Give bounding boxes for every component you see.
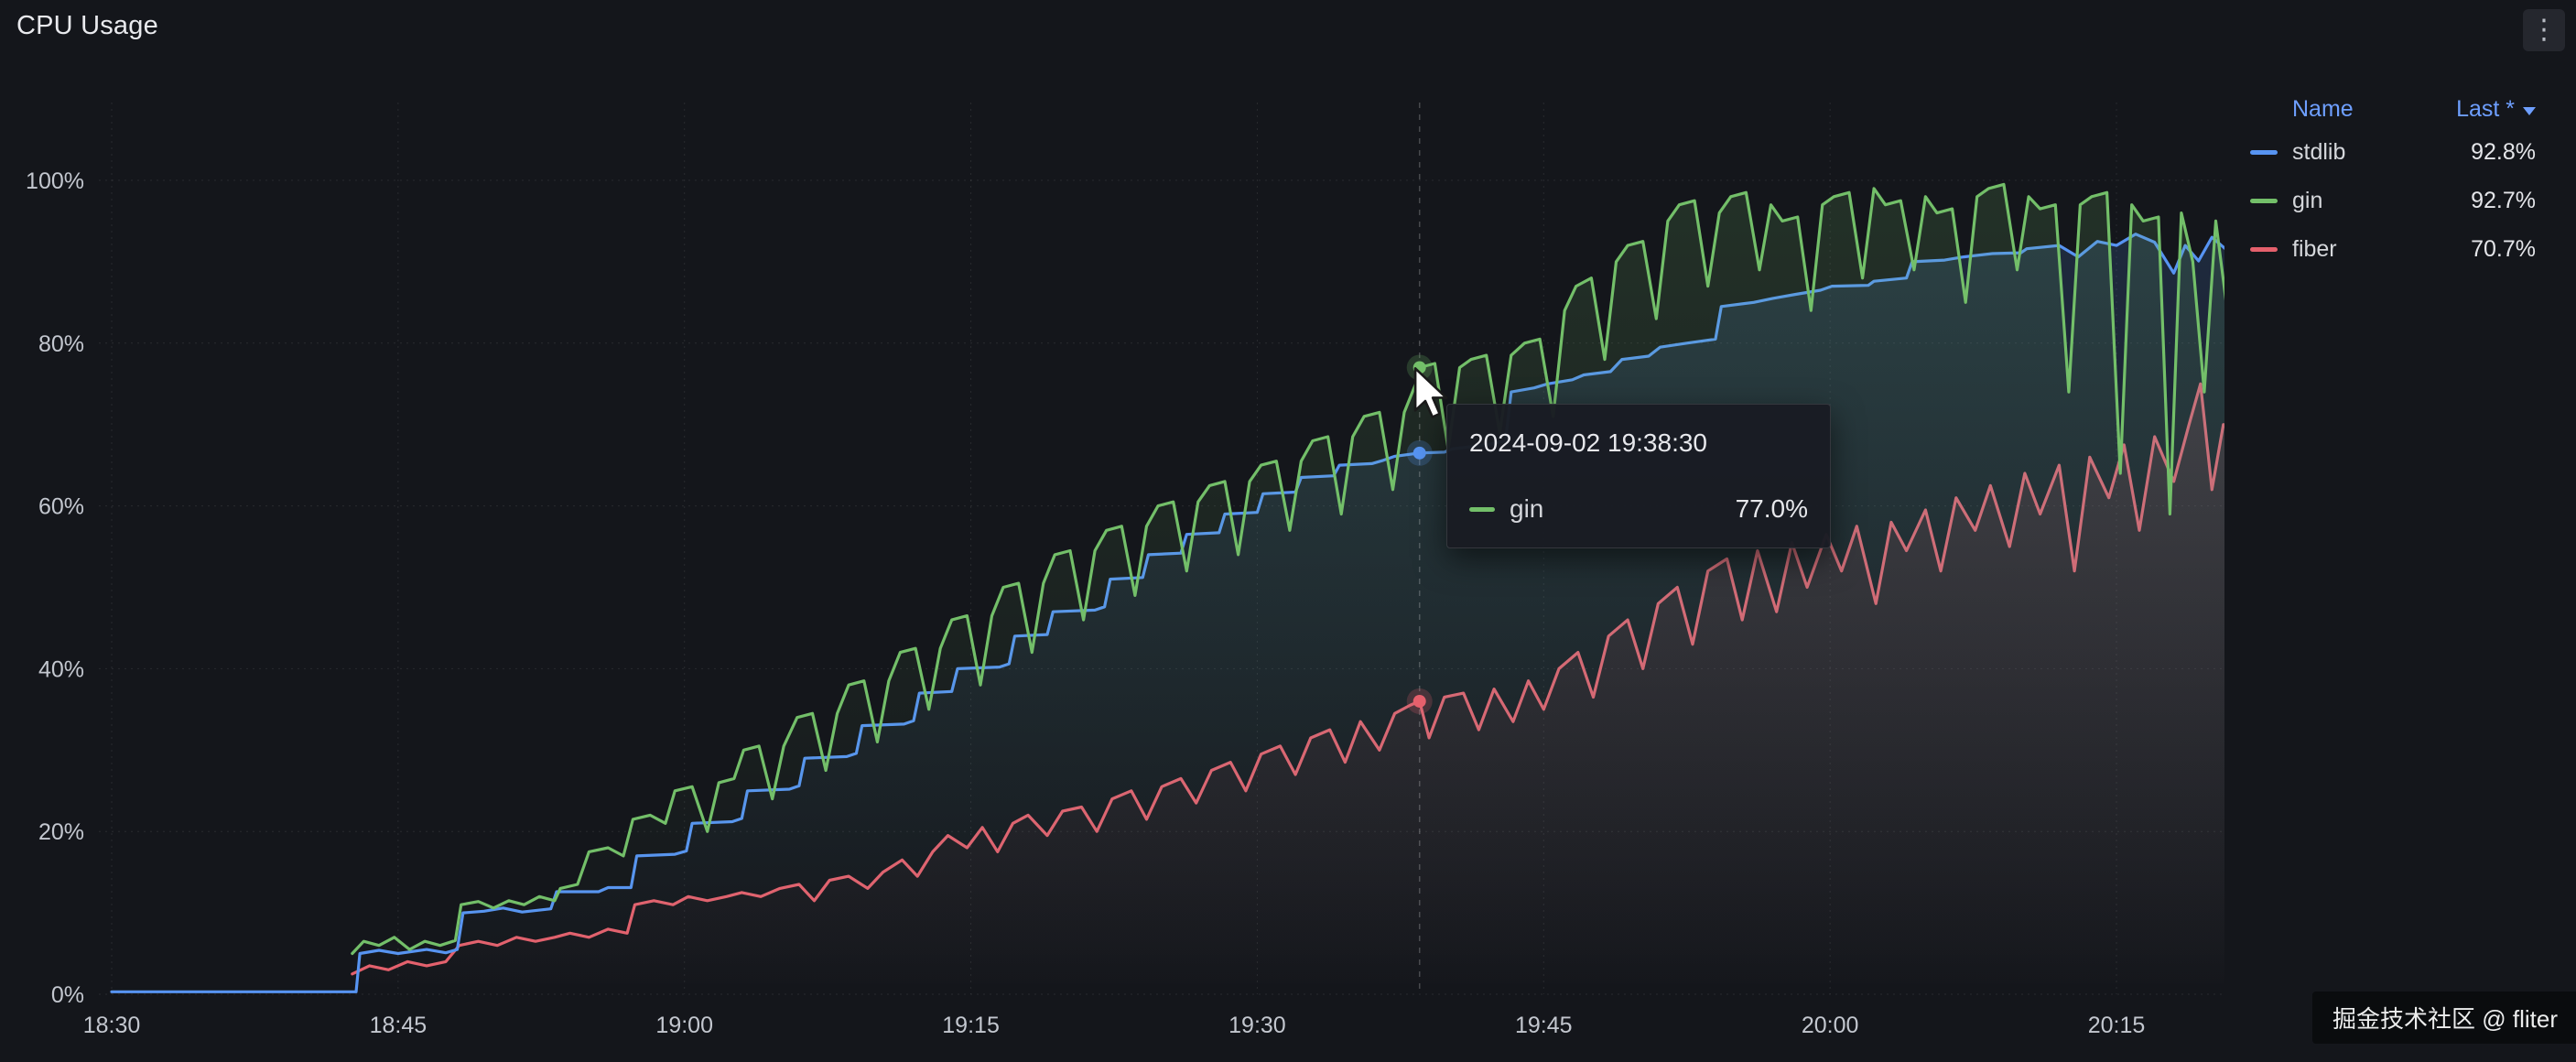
panel-menu-button[interactable]: ⋮ [2523,9,2565,51]
legend-series-value: 92.7% [2471,188,2536,213]
tooltip-series-value: 77.0% [1735,494,1808,523]
tooltip-timestamp: 2024-09-02 19:38:30 [1469,428,1707,457]
svg-text:19:45: 19:45 [1515,1013,1573,1038]
series-color-marker [2250,150,2278,155]
legend-series-value: 92.8% [2471,139,2536,165]
chart-tooltip: 2024-09-02 19:38:30 gin 77.0% [1446,404,1831,548]
legend-series-name: gin [2292,188,2323,213]
svg-text:60%: 60% [38,494,84,520]
series-color-marker [2250,199,2278,203]
kebab-menu-icon: ⋮ [2530,15,2558,45]
legend-header: Name Last * [2250,90,2536,128]
svg-text:19:30: 19:30 [1228,1013,1286,1038]
legend: Name Last * stdlib 92.8% gin 92.7% fiber… [2250,90,2536,274]
tooltip-row-gin: gin 77.0% [1469,494,1808,524]
sort-caret-down-icon [2523,106,2536,115]
series-color-marker [2250,247,2278,252]
legend-row-gin[interactable]: gin 92.7% [2250,177,2536,225]
panel-title[interactable]: CPU Usage [16,11,158,40]
svg-text:18:30: 18:30 [83,1013,141,1038]
svg-text:19:15: 19:15 [942,1013,1000,1038]
tooltip-series-name: gin [1510,494,1544,523]
hover-point-gin [1412,361,1426,374]
svg-text:20:00: 20:00 [1802,1013,1859,1038]
legend-sort-last[interactable]: Last * [2456,96,2536,123]
legend-row-fiber[interactable]: fiber 70.7% [2250,225,2536,274]
legend-series-name: stdlib [2292,139,2346,165]
axis-labels: 0% 20% 40% 60% 80% 100% 18:30 18:45 19:00 19:15 19… [26,168,2145,1038]
svg-text:20:15: 20:15 [2088,1013,2146,1038]
legend-series-value: 70.7% [2471,236,2536,262]
svg-text:18:45: 18:45 [370,1013,428,1038]
legend-series-name: fiber [2292,236,2337,262]
svg-text:19:00: 19:00 [655,1013,713,1038]
series-area-gin [352,184,2224,994]
legend-sort-name[interactable]: Name [2292,95,2354,122]
svg-text:0%: 0% [51,982,84,1008]
legend-sort-last-label: Last * [2456,95,2515,122]
svg-text:100%: 100% [26,168,84,194]
watermark: 掘金技术社区 @ fliter [2312,992,2576,1044]
svg-text:20%: 20% [38,819,84,845]
hover-point-fiber [1412,694,1426,708]
hover-point-stdlib [1412,446,1426,460]
series-color-marker [1469,506,1495,512]
svg-text:40%: 40% [38,656,84,682]
series-line-gin [351,182,2224,956]
svg-text:80%: 80% [38,331,84,357]
legend-row-stdlib[interactable]: stdlib 92.8% [2250,128,2536,177]
